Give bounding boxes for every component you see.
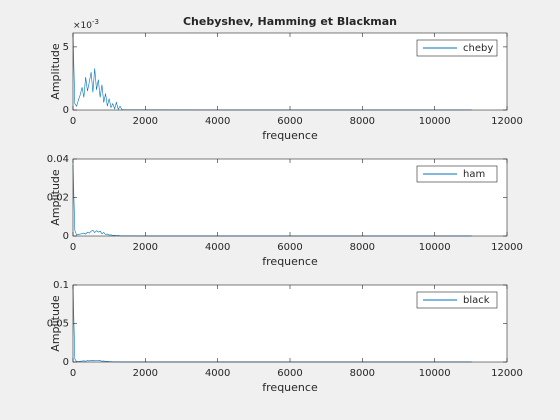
x-tick-label: 2000 [133,242,158,253]
legend-label: ham [463,169,485,180]
x-tick-label: 12000 [491,368,523,379]
x-tick-label: 8000 [350,242,375,253]
y-axis-label: Amplitude [49,169,62,226]
y-tick-label: 0.04 [47,154,69,165]
y-tick-label: 0 [63,357,69,368]
x-tick-label: 6000 [277,242,302,253]
x-tick-label: 4000 [205,116,230,127]
x-tick-label: 2000 [133,368,158,379]
x-tick-label: 0 [70,242,76,253]
x-axis-label: frequence [262,381,318,394]
x-tick-label: 6000 [277,368,302,379]
legend-label: black [463,295,490,306]
y-scale-exponent: -3 [92,18,99,26]
x-tick-label: 0 [70,368,76,379]
x-tick-label: 0 [70,116,76,127]
x-axis-label: frequence [262,255,318,268]
x-tick-label: 2000 [133,116,158,127]
x-tick-label: 12000 [491,242,523,253]
chart-title: Chebyshev, Hamming et Blackman [183,15,397,28]
y-tick-label: 0.02 [47,193,69,204]
y-tick-label: 0 [63,105,69,116]
x-axis-label: frequence [262,129,318,142]
y-tick-label: 0.05 [47,319,69,330]
x-tick-label: 10000 [419,242,451,253]
x-tick-label: 12000 [491,116,523,127]
x-tick-label: 10000 [419,116,451,127]
y-tick-label: 0 [63,231,69,242]
x-tick-label: 8000 [350,368,375,379]
y-scale-label: ×10-3 [73,18,99,31]
y-tick-label: 5 [63,42,69,53]
x-tick-label: 4000 [205,368,230,379]
legend-label: cheby [463,43,493,54]
y-axis-label: Amplitude [49,295,62,352]
x-tick-label: 6000 [277,116,302,127]
x-tick-label: 8000 [350,116,375,127]
y-axis-label: Amplitude [49,43,62,100]
x-tick-label: 4000 [205,242,230,253]
y-scale-base: ×10 [73,21,92,31]
y-tick-label: 0.1 [53,280,69,291]
x-tick-label: 10000 [419,368,451,379]
